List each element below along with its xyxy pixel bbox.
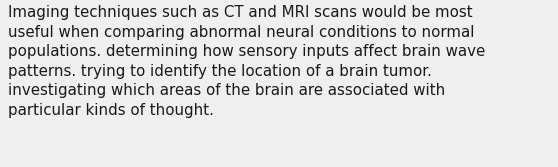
Text: Imaging techniques such as CT and MRI scans would be most
useful when comparing : Imaging techniques such as CT and MRI sc… <box>8 5 485 118</box>
